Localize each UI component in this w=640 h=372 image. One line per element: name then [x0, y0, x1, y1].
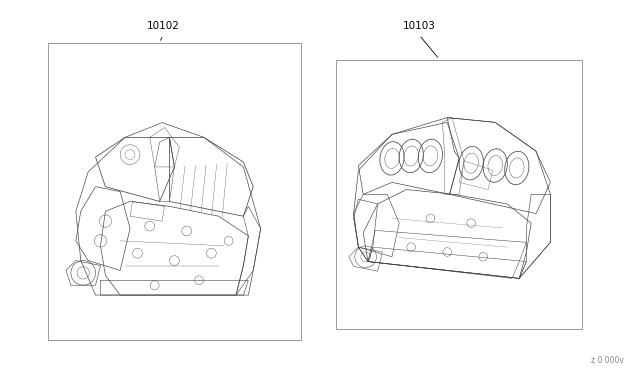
Bar: [336, 60, 582, 329]
Text: z 0 000v: z 0 000v: [591, 356, 624, 365]
Text: 10103: 10103: [403, 20, 436, 31]
Text: 10102: 10102: [147, 20, 180, 31]
Bar: [48, 43, 301, 340]
